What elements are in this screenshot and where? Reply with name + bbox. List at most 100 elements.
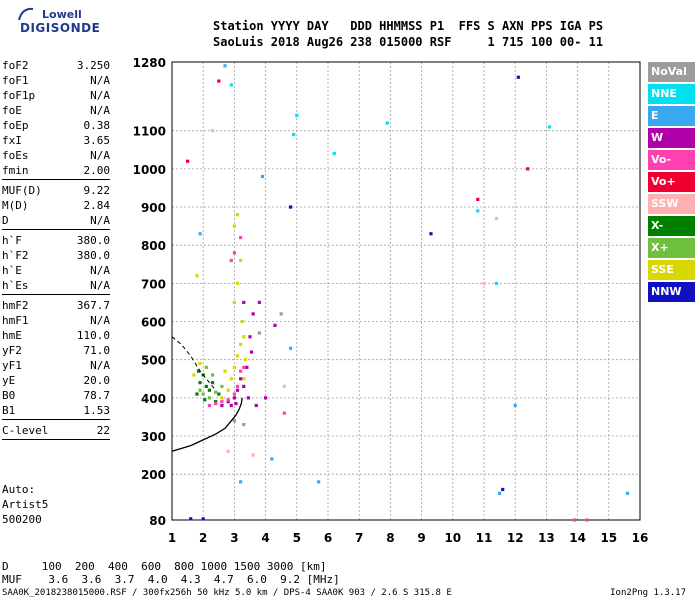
x-tick-label: 7 [355,531,363,545]
data-point [292,132,296,137]
data-point [201,392,205,396]
param-value: 3.65 [83,134,111,147]
data-point [257,300,261,305]
data-point [229,403,233,408]
param-value: 2.00 [83,164,111,177]
x-tick-label: 9 [417,531,425,545]
data-point [279,312,283,316]
data-point [201,517,205,521]
data-point [220,384,224,389]
auto-artist: Artist5 [2,498,49,511]
data-point [547,125,552,129]
data-point [232,224,236,228]
data-point [249,350,254,354]
param-name: B0 [2,389,16,402]
data-point [229,377,233,381]
y-tick-label: 1000 [133,163,166,177]
scaled-parameters-panel: foF2 3.250 foF1 N/A foF1p N/A foE N/A foEp 0.38 fx… [2,58,110,443]
data-point [232,392,236,396]
param-row: foF2 3.250 [2,58,110,73]
y-tick-label: 700 [141,277,166,291]
data-point [513,403,517,408]
y-tick-label: 1280 [133,56,166,70]
data-point [217,79,221,83]
data-point [288,205,293,209]
data-point [526,167,530,171]
param-value: 20.0 [83,374,111,387]
header-line-2: SaoLuis 2018 Aug26 238 015000 RSF 1 715 … [213,35,604,49]
param-value: 3.250 [76,59,110,72]
logo-digisonde: DIGISONDE [20,21,101,35]
param-value: N/A [90,149,110,162]
auto-code: 500200 [2,513,42,526]
param-name: h`F [2,234,22,247]
param-divider [2,419,110,420]
data-point [501,487,505,492]
param-row: foE N/A [2,103,110,118]
param-name: MUF(D) [2,184,42,197]
param-row: h`Es N/A [2,278,110,293]
data-point [226,388,230,392]
data-point [226,398,230,402]
data-point [242,300,246,305]
param-row: foEs N/A [2,148,110,163]
data-point [226,449,230,453]
data-point [232,419,236,423]
param-value: N/A [90,89,110,102]
data-point [242,384,246,389]
param-row: B1 1.53 [2,403,110,418]
data-point [239,258,243,263]
trace-line [171,336,217,391]
param-value: N/A [90,74,110,87]
legend-item: Vo- [648,150,695,170]
data-point [242,365,246,369]
data-point [239,377,243,381]
logo-lowell: Lowell [42,8,82,21]
data-point [220,396,224,400]
x-tick-label: 14 [569,531,586,545]
data-point [186,159,190,163]
legend-item: NNW [648,282,695,302]
param-row: hmE 110.0 [2,328,110,343]
legend-item: NoVal [648,62,695,82]
y-tick-label: 300 [141,430,166,444]
param-name: foF2 [2,59,29,72]
param-value: N/A [90,264,110,277]
data-point [195,392,199,396]
data-point [235,213,240,217]
data-point [210,373,215,377]
param-value: 367.7 [76,299,110,312]
param-name: fxI [2,134,22,147]
param-name: B1 [2,404,16,417]
data-point [257,331,261,335]
muf-distance-row: D 100 200 400 600 800 1000 1500 3000 [km… [2,560,327,573]
data-point [235,388,240,392]
data-point [242,335,246,339]
legend-item: Vo+ [648,172,695,192]
param-row: foF1p N/A [2,88,110,103]
param-name: yF1 [2,359,22,372]
legend-item: X+ [648,238,695,258]
param-row: fmin 2.00 [2,163,110,178]
param-row: MUF(D) 9.22 [2,183,110,198]
legend-item: X- [648,216,695,236]
param-row: fxI 3.65 [2,133,110,148]
data-point [585,518,589,522]
x-tick-label: 10 [444,531,461,545]
logo-swoosh-icon [18,7,34,21]
param-name: M(D) [2,199,29,212]
x-tick-label: 6 [324,531,332,545]
data-point [207,388,212,392]
param-value: 380.0 [76,234,110,247]
param-name: yF2 [2,344,22,357]
data-point [207,403,212,408]
data-point [203,398,207,402]
data-point [248,335,252,339]
param-name: foE [2,104,22,117]
x-tick-label: 4 [261,531,269,545]
data-point [498,491,502,495]
y-tick-label: 200 [141,468,166,482]
data-point [476,197,480,201]
data-point [317,480,321,484]
x-tick-label: 12 [507,531,524,545]
